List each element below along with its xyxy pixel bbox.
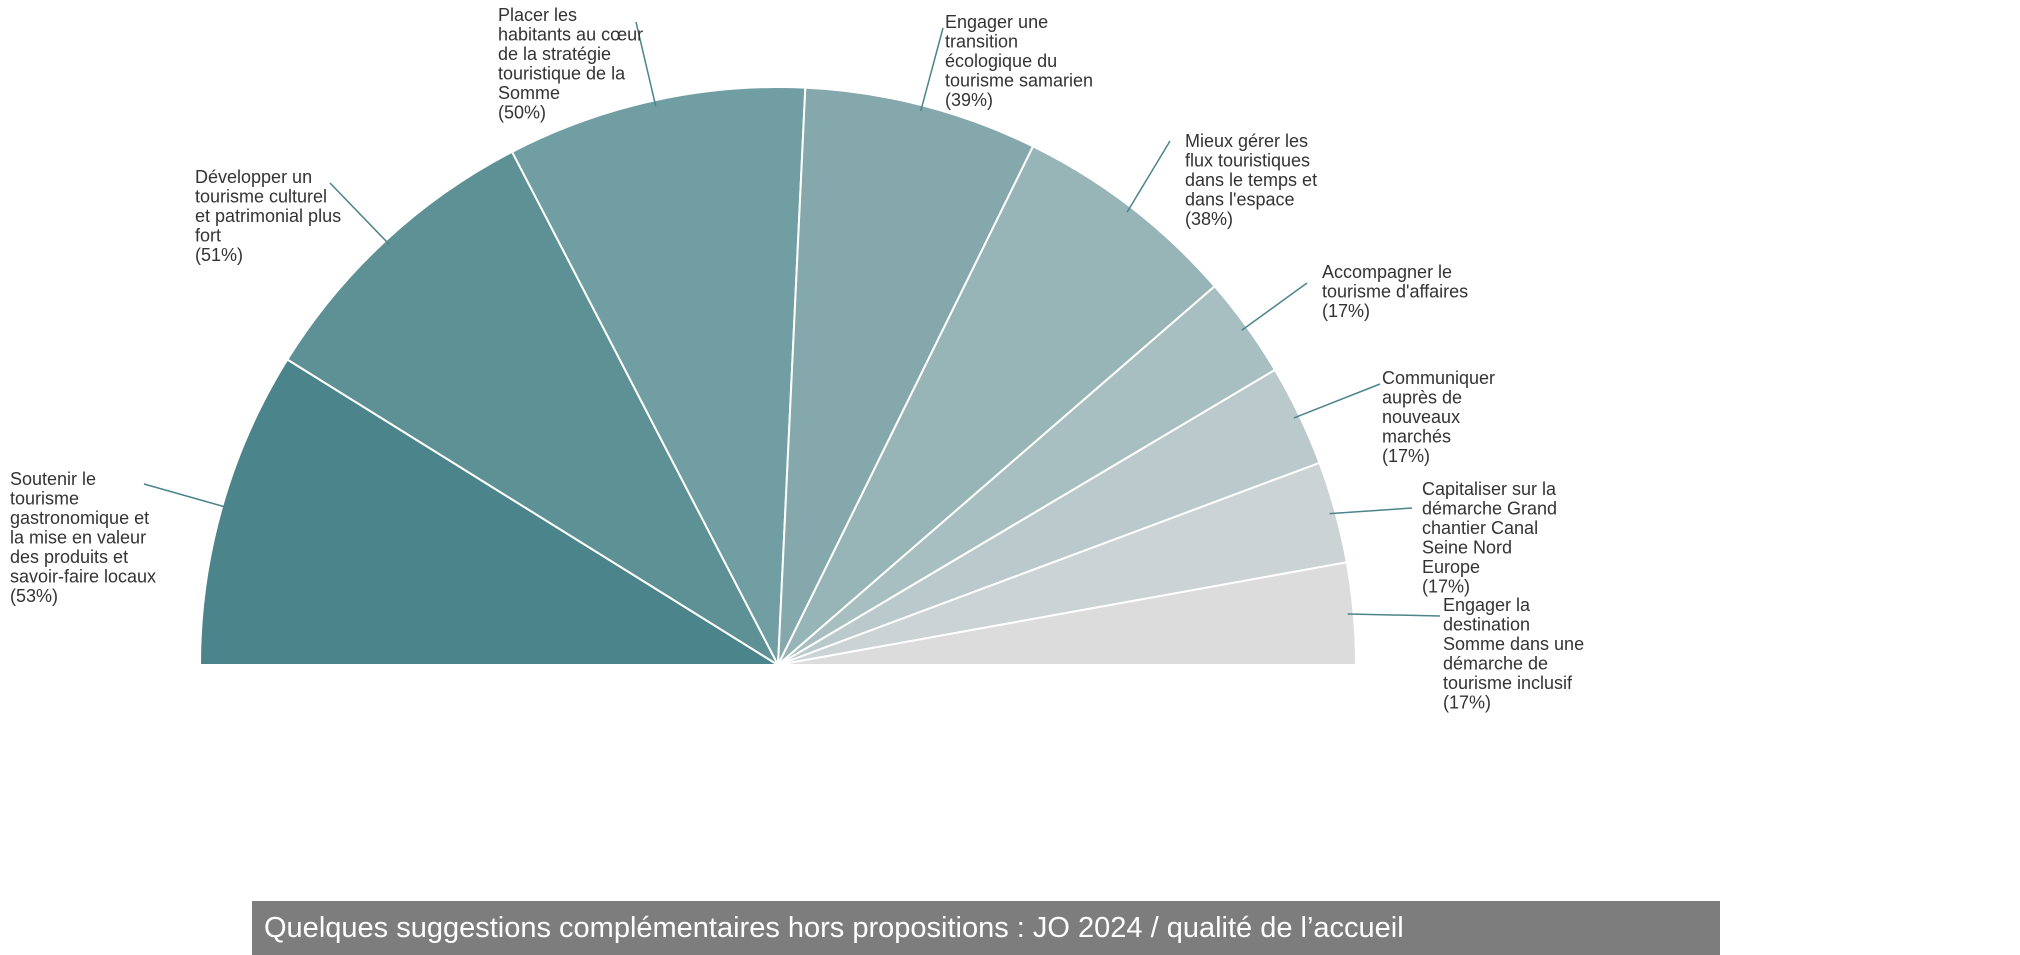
slice-labels: Soutenir le tourisme gastronomique et la mi… xyxy=(10,5,1584,713)
slice-label-line: chantier Canal xyxy=(1422,518,1538,538)
slice-label-5: Mieux gérer les flux touristiques dans le … xyxy=(1185,131,1317,229)
slice-label-line: démarche de xyxy=(1443,654,1548,674)
slice-label-line: flux touristiques xyxy=(1185,151,1310,171)
slice-label-line: gastronomique et xyxy=(10,508,149,528)
slice-label-line: (17%) xyxy=(1322,301,1370,321)
leader-line-8 xyxy=(1329,507,1413,515)
slice-label-line: Placer les xyxy=(498,5,577,25)
slice-label-line: nouveaux xyxy=(1382,407,1460,427)
slice-label-6: Accompagner le tourisme d'affaires (17%) xyxy=(1322,262,1468,321)
slice-label-1: Soutenir le tourisme gastronomique et la mi… xyxy=(10,469,156,606)
slice-label-line: Capitaliser sur la xyxy=(1422,479,1557,499)
leader-line-6 xyxy=(1241,282,1308,331)
slice-label-line: (39%) xyxy=(945,90,993,110)
slice-label-line: Soutenir le xyxy=(10,469,96,489)
semi-pie-chart: Soutenir le tourisme gastronomique et la mi… xyxy=(10,5,1584,713)
leader-line-7 xyxy=(1293,383,1381,419)
leader-line-2 xyxy=(329,182,391,246)
slice-label-line: Europe xyxy=(1422,557,1480,577)
footer-banner: Quelques suggestions complémentaires hor… xyxy=(252,901,1720,955)
slice-label-line: de la stratégie xyxy=(498,44,611,64)
slice-label-line: Somme dans une xyxy=(1443,634,1584,654)
slice-label-line: Engager la xyxy=(1443,595,1531,615)
slice-label-line: Développer un xyxy=(195,167,312,187)
slice-label-line: (17%) xyxy=(1422,577,1470,597)
slice-label-line: (38%) xyxy=(1185,209,1233,229)
slice-label-line: démarche Grand xyxy=(1422,499,1557,519)
slice-label-line: tourisme xyxy=(10,489,79,509)
slice-label-line: (17%) xyxy=(1382,446,1430,466)
slice-label-3: Placer les habitants au cœur de la stratég… xyxy=(498,5,643,123)
label-leader-lines xyxy=(143,21,1441,617)
slice-label-line: Accompagner le xyxy=(1322,262,1452,282)
slice-label-line: (50%) xyxy=(498,103,546,123)
slice-label-line: habitants au cœur xyxy=(498,25,643,45)
leader-line-3 xyxy=(635,21,657,107)
slice-label-line: Mieux gérer les xyxy=(1185,131,1308,151)
leader-line-1 xyxy=(143,483,229,509)
slice-label-2: Développer un tourisme culturel et patrimo… xyxy=(195,167,341,265)
leader-line-4 xyxy=(919,27,944,112)
slice-label-line: marchés xyxy=(1382,427,1451,447)
slice-label-line: tourisme d'affaires xyxy=(1322,282,1468,302)
slice-label-line: la mise en valeur xyxy=(10,528,146,548)
slice-label-line: dans l'espace xyxy=(1185,190,1295,210)
slice-label-line: fort xyxy=(195,226,221,246)
slice-label-line: (17%) xyxy=(1443,693,1491,713)
pie-slices xyxy=(198,86,1358,669)
slice-label-line: touristique de la xyxy=(498,64,626,84)
slice-label-4: Engager une transition écologique du touris… xyxy=(945,12,1093,110)
slice-label-8: Capitaliser sur la démarche Grand chantier… xyxy=(1422,479,1557,597)
slice-label-line: destination xyxy=(1443,615,1530,635)
slice-label-line: Seine Nord xyxy=(1422,538,1512,558)
slice-label-line: Somme xyxy=(498,83,560,103)
slice-label-line: et patrimonial plus xyxy=(195,206,341,226)
slice-label-line: Communiquer xyxy=(1382,368,1495,388)
slice-label-line: des produits et xyxy=(10,547,128,567)
slice-label-line: tourisme inclusif xyxy=(1443,673,1573,693)
slice-label-line: dans le temps et xyxy=(1185,170,1317,190)
slice-label-line: écologique du xyxy=(945,51,1057,71)
slice-label-line: auprès de xyxy=(1382,388,1462,408)
slice-label-line: transition xyxy=(945,32,1018,52)
slice-label-line: savoir-faire locaux xyxy=(10,567,156,587)
slice-label-line: tourisme samarien xyxy=(945,71,1093,91)
slice-label-9: Engager la destination Somme dans une démar… xyxy=(1443,595,1584,713)
slice-label-line: tourisme culturel xyxy=(195,187,327,207)
slice-label-line: Engager une xyxy=(945,12,1048,32)
leader-line-5 xyxy=(1126,140,1171,213)
leader-line-9 xyxy=(1347,613,1441,617)
slice-label-line: (51%) xyxy=(195,245,243,265)
slice-label-line: (53%) xyxy=(10,586,58,606)
slice-label-7: Communiquer auprès de nouveaux marchés (17%) xyxy=(1382,368,1495,466)
